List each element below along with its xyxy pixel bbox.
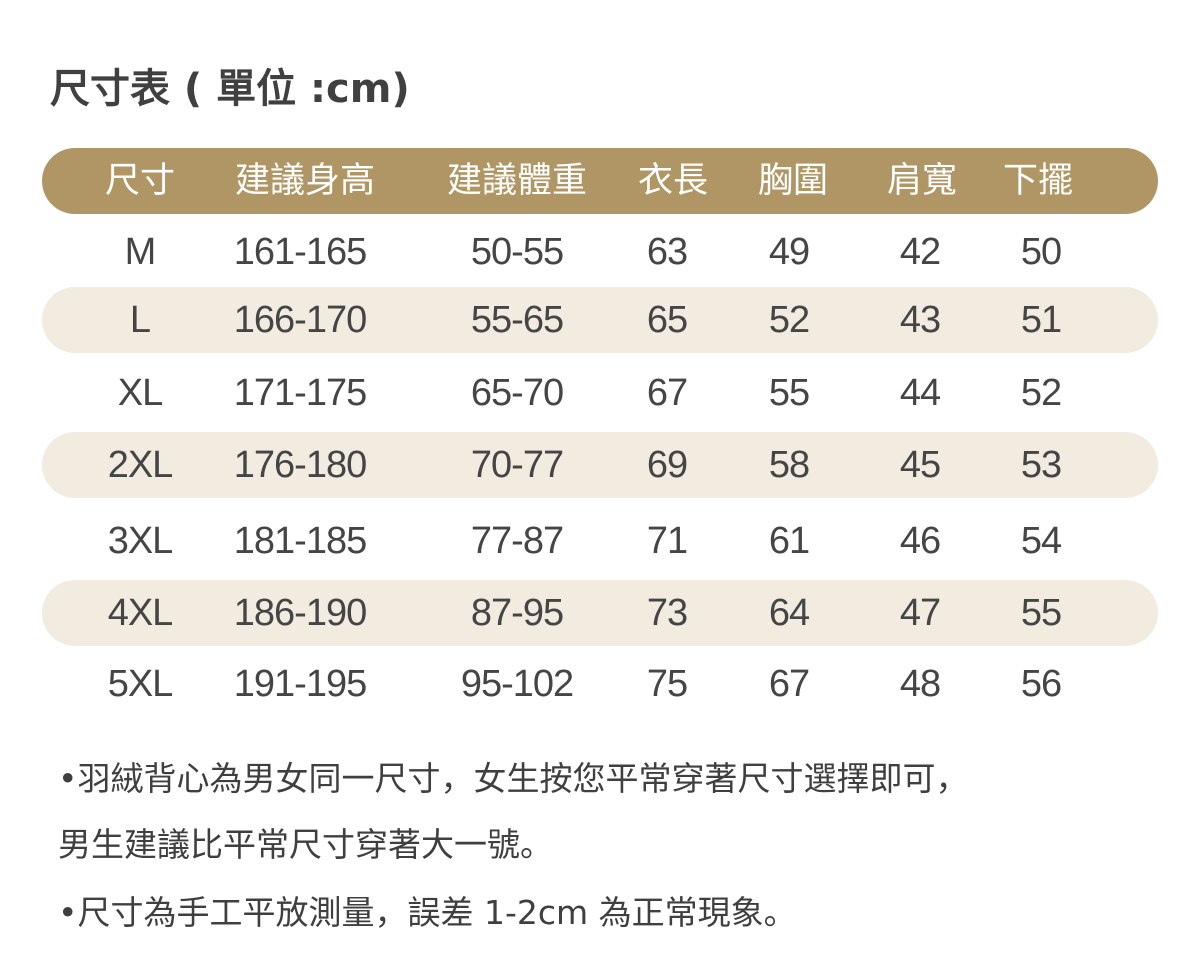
table-row: 3XL 181-185 77-87 71 61 46 54: [0, 508, 1200, 574]
table-row: 5XL 191-195 95-102 75 67 48 56: [0, 651, 1200, 717]
table-row: 2XL 176-180 70-77 69 58 45 53: [0, 432, 1200, 498]
table-cell: XL: [117, 372, 163, 414]
column-header: 肩寬: [886, 161, 958, 201]
table-cell: 3XL: [107, 520, 174, 562]
table-cell: 186-190: [233, 592, 367, 634]
table-cell: 166-170: [233, 299, 367, 341]
table-cell: 77-87: [470, 520, 564, 562]
table-cell: L: [129, 299, 151, 341]
table-cell: 58: [768, 444, 810, 486]
table-cell: 67: [646, 372, 688, 414]
table-header-band: [42, 148, 1158, 214]
table-cell: 176-180: [233, 444, 367, 486]
table-cell: 52: [1020, 372, 1062, 414]
table-cell: 44: [899, 372, 941, 414]
table-cell: 171-175: [233, 372, 367, 414]
table-cell: 61: [768, 520, 810, 562]
table-cell: 56: [1020, 663, 1062, 705]
table-row: XL 171-175 65-70 67 55 44 52: [0, 360, 1200, 426]
note-line: •尺寸為手工平放測量，誤差 1-2cm 為正常現象。: [58, 893, 797, 932]
table-cell: 46: [899, 520, 941, 562]
note-line: •羽絨背心為男女同一尺寸，女生按您平常穿著尺寸選擇即可，: [58, 759, 969, 798]
row-stripe: [42, 287, 1158, 353]
table-cell: 65: [646, 299, 688, 341]
table-cell: 55: [1020, 592, 1062, 634]
table-cell: 54: [1020, 520, 1062, 562]
column-header: 衣長: [637, 161, 709, 201]
table-cell: 65-70: [470, 372, 564, 414]
table-cell: 42: [899, 231, 941, 273]
table-cell: 69: [646, 444, 688, 486]
table-header-row: 尺寸 建議身高 建議體重 衣長 胸圍 肩寬 下擺: [0, 148, 1200, 214]
table-cell: M: [124, 231, 157, 273]
table-cell: 75: [646, 663, 688, 705]
table-cell: 161-165: [233, 231, 367, 273]
table-cell: 95-102: [460, 663, 574, 705]
table-cell: 45: [899, 444, 941, 486]
table-cell: 2XL: [107, 444, 174, 486]
table-cell: 4XL: [107, 592, 174, 634]
row-stripe: [42, 580, 1158, 646]
table-cell: 63: [646, 231, 688, 273]
table-row: L 166-170 55-65 65 52 43 51: [0, 287, 1200, 353]
table-cell: 47: [899, 592, 941, 634]
table-row: 4XL 186-190 87-95 73 64 47 55: [0, 580, 1200, 646]
note-line: 男生建議比平常尺寸穿著大一號。: [58, 825, 553, 864]
column-header: 尺寸: [104, 161, 176, 201]
table-cell: 49: [768, 231, 810, 273]
table-cell: 71: [646, 520, 688, 562]
table-cell: 5XL: [107, 663, 174, 705]
page-title: 尺寸表 ( 單位 :cm): [50, 66, 410, 112]
column-header: 建議體重: [446, 161, 588, 201]
table-cell: 55: [768, 372, 810, 414]
table-row: M 161-165 50-55 63 49 42 50: [0, 219, 1200, 285]
table-cell: 52: [768, 299, 810, 341]
table-cell: 73: [646, 592, 688, 634]
column-header: 建議身高: [234, 161, 376, 201]
table-cell: 53: [1020, 444, 1062, 486]
table-cell: 43: [899, 299, 941, 341]
table-cell: 191-195: [233, 663, 367, 705]
row-stripe: [42, 432, 1158, 498]
table-cell: 50-55: [470, 231, 564, 273]
table-cell: 50: [1020, 231, 1062, 273]
table-cell: 48: [899, 663, 941, 705]
table-cell: 181-185: [233, 520, 367, 562]
table-cell: 87-95: [470, 592, 564, 634]
table-cell: 55-65: [470, 299, 564, 341]
column-header: 下擺: [1002, 161, 1074, 201]
column-header: 胸圍: [757, 161, 829, 201]
table-cell: 51: [1020, 299, 1062, 341]
table-cell: 70-77: [470, 444, 564, 486]
table-cell: 64: [768, 592, 810, 634]
table-cell: 67: [768, 663, 810, 705]
